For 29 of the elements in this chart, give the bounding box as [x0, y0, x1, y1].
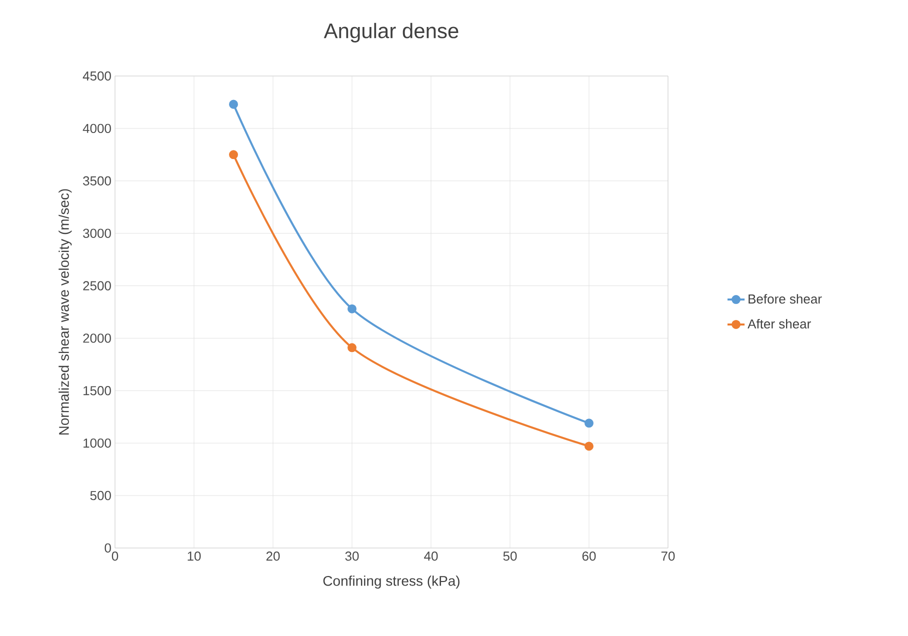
y-tick-label: 2000: [83, 334, 111, 343]
x-tick-label: 30: [345, 552, 359, 561]
y-tick-label: 1000: [84, 438, 111, 448]
x-tick-label: 60: [582, 552, 596, 561]
y-axis-title: Normalized shear wave velocity (m/sec): [58, 189, 72, 435]
y-tick-label: 0: [104, 543, 111, 553]
y-tick-label: 3000: [83, 228, 111, 238]
point: [229, 100, 238, 109]
y-tick-label: 4500: [82, 71, 111, 81]
legend-label: After shear: [748, 318, 811, 329]
x-tick-label: 20: [266, 552, 280, 561]
point: [229, 150, 238, 160]
point: [348, 304, 357, 314]
y-tick-label: 4000: [82, 124, 111, 134]
x-axis-title: Confining stress (kPa): [323, 576, 460, 589]
y-tick-label: 500: [90, 490, 111, 500]
y-tick-label: 1500: [84, 386, 111, 396]
point: [584, 442, 594, 451]
point: [348, 343, 357, 352]
x-tick-label: 10: [188, 552, 201, 561]
y-tick-label: 2500: [83, 281, 111, 290]
x-tick-label: 50: [503, 552, 517, 561]
point: [584, 418, 594, 428]
x-tick-label: 0: [112, 552, 118, 561]
x-tick-label: 70: [661, 552, 675, 561]
y-tick-label: 3500: [83, 176, 111, 186]
legend-label: Before shear: [748, 294, 822, 304]
x-tick-label: 40: [424, 552, 438, 561]
chart-title: Angular dense: [324, 22, 458, 42]
